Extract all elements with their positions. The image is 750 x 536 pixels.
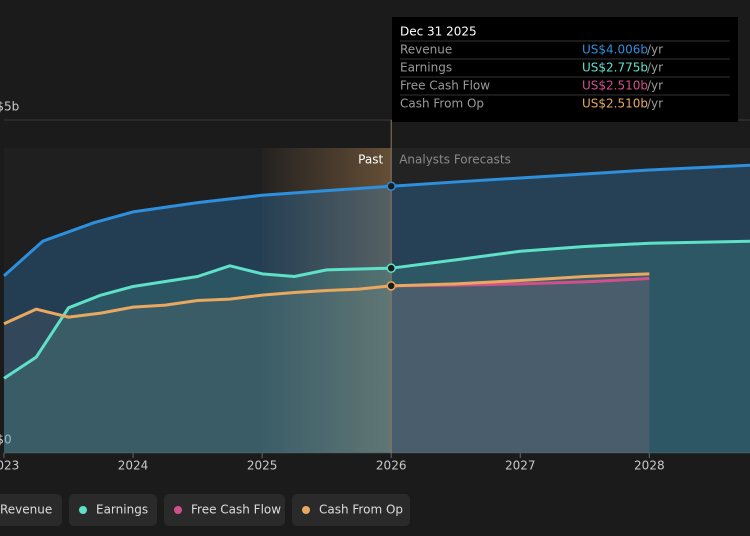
series-line xyxy=(2,163,750,277)
tooltip-label: Cash From Op xyxy=(400,97,484,111)
series-area xyxy=(4,273,650,453)
legend-label: Cash From Op xyxy=(319,503,403,517)
tooltip-value: US$4.006b xyxy=(582,43,648,57)
series-area xyxy=(391,278,650,453)
series-area xyxy=(4,165,750,453)
x-tick-label: 2024 xyxy=(118,459,149,473)
tooltip-label: Earnings xyxy=(400,61,452,75)
forecast-label: Analysts Forecasts xyxy=(399,153,511,167)
series-area xyxy=(4,241,750,453)
legend-item[interactable]: Cash From Op xyxy=(292,494,410,526)
tooltip-unit: /yr xyxy=(647,43,663,57)
series-line xyxy=(3,272,650,326)
legend-item[interactable]: Free Cash Flow xyxy=(164,494,285,526)
legend-pill xyxy=(0,494,62,526)
legend-item[interactable]: Revenue xyxy=(0,494,62,526)
point-marker xyxy=(386,281,396,291)
tooltip-box xyxy=(392,17,738,122)
legend-pill xyxy=(164,494,285,526)
past-label: Past xyxy=(358,153,383,167)
series-line xyxy=(3,239,750,380)
tooltip-value: US$2.510b xyxy=(582,97,648,111)
tooltip: Dec 31 2025 Revenue US$4.006b/yr Earnings US… xyxy=(392,17,738,122)
legend-swatch xyxy=(302,506,310,514)
tooltip-value: US$2.775b xyxy=(582,61,648,75)
tooltip-unit: /yr xyxy=(647,61,663,75)
x-tick-label: 2026 xyxy=(376,459,407,473)
x-tick-label: 2028 xyxy=(634,459,665,473)
legend-swatch xyxy=(174,506,182,514)
tooltip-label: Free Cash Flow xyxy=(400,79,490,93)
tooltip-unit: /yr xyxy=(647,97,663,111)
tooltip-value: US$2.510b xyxy=(582,79,648,93)
tooltip-label: Revenue xyxy=(400,43,452,57)
legend-item[interactable]: Earnings xyxy=(69,494,157,526)
y-tick-label: US$5b xyxy=(0,100,19,114)
legend-pill xyxy=(69,494,157,526)
legend-label: Earnings xyxy=(96,503,148,517)
tooltip-unit: /yr xyxy=(647,79,663,93)
legend-swatch xyxy=(79,506,87,514)
point-marker xyxy=(386,263,396,273)
x-tick-label: 2027 xyxy=(505,459,536,473)
x-tick-label: 2025 xyxy=(247,459,278,473)
x-tick-label: 2023 xyxy=(0,459,19,473)
point-marker xyxy=(386,181,396,191)
y-tick-label: US$0 xyxy=(0,433,12,447)
highlight-band xyxy=(262,148,392,453)
legend-label: Revenue xyxy=(0,503,52,517)
legend-pill xyxy=(292,494,410,526)
legend-label: Free Cash Flow xyxy=(191,503,281,517)
tooltip-title: Dec 31 2025 xyxy=(400,25,477,39)
forecast-background xyxy=(391,148,750,453)
